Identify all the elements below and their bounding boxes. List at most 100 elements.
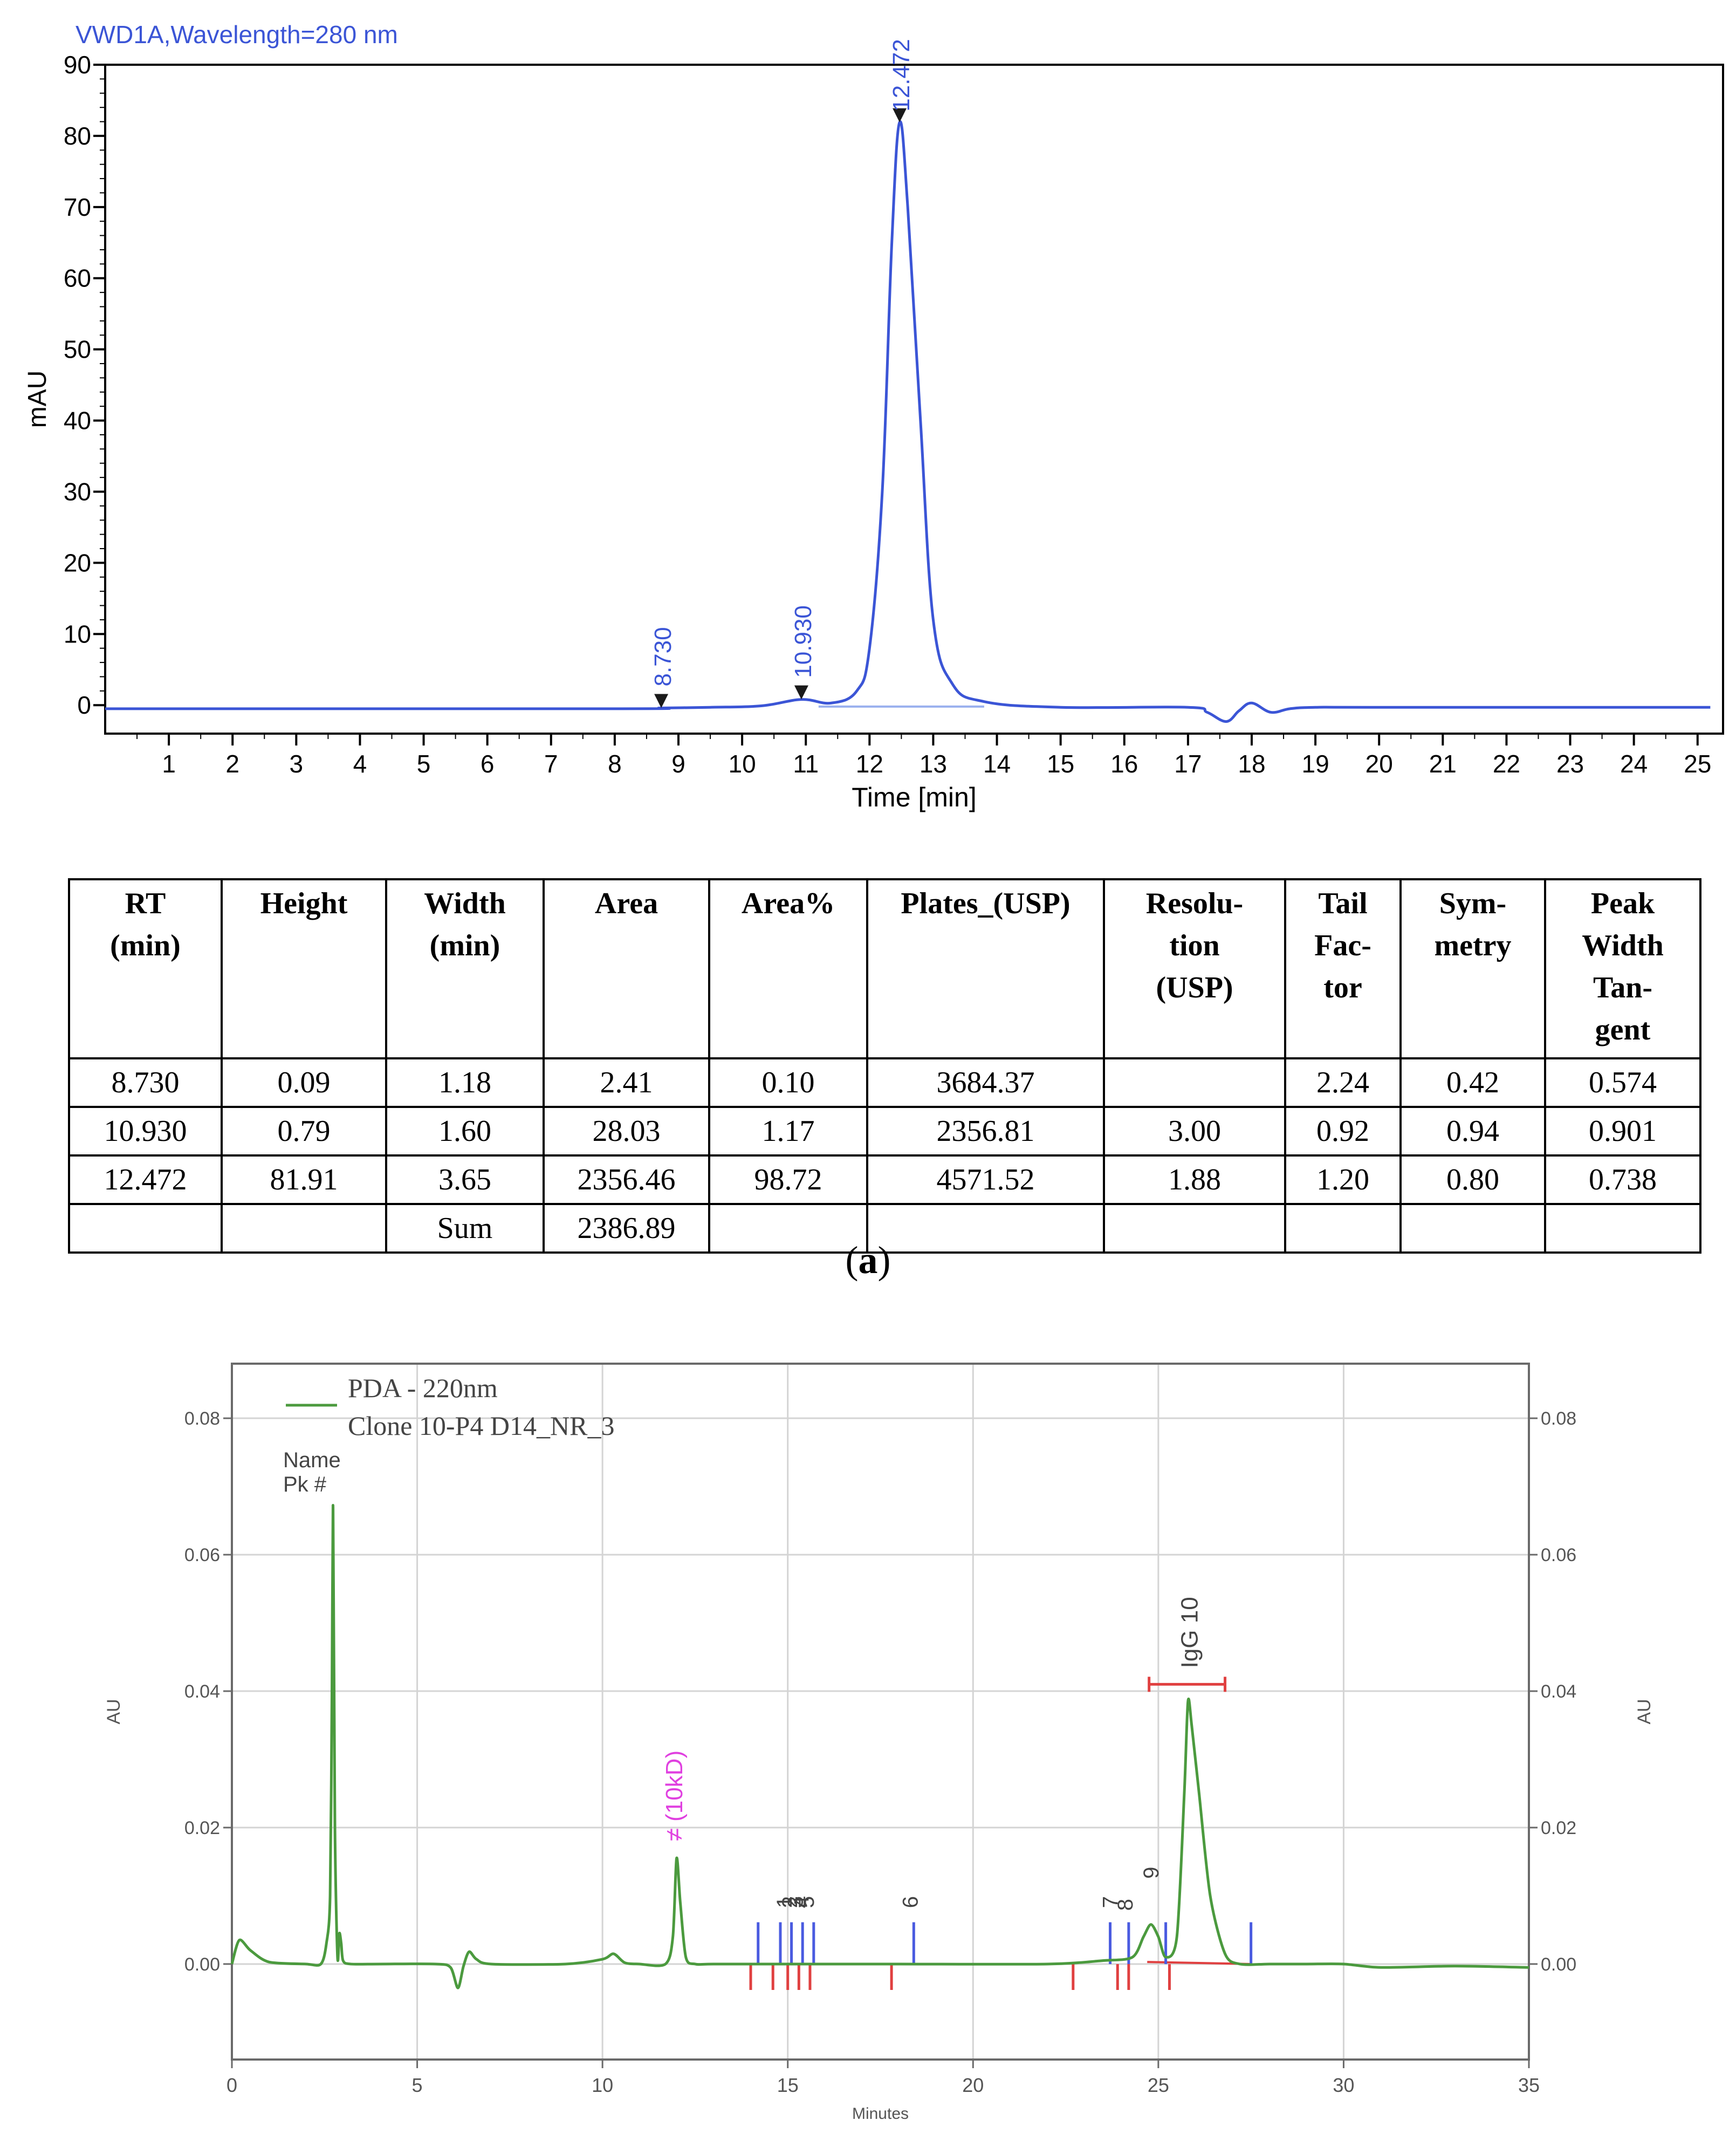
- x-tick-label: 18: [1238, 750, 1265, 778]
- table-cell: [1399, 1203, 1546, 1254]
- table-cell: 3.65: [385, 1154, 545, 1205]
- plot-frame: [231, 1363, 1530, 2061]
- table-cell: 2.41: [543, 1057, 710, 1108]
- table-header-text: Height: [260, 887, 348, 920]
- table-cell: 0.901: [1544, 1106, 1701, 1157]
- table-header-row: RT (min) Height Width (min) Area Area% Plates_(…: [68, 878, 1701, 1059]
- x-tick-label: 13: [920, 750, 947, 778]
- x-tick-label: 21: [1429, 750, 1457, 778]
- pk-number-label: 7: [1099, 1896, 1123, 1908]
- table-cell: [68, 1203, 223, 1254]
- x-tick-label: 14: [983, 750, 1011, 778]
- pk-number-label: 5: [795, 1896, 819, 1908]
- x-tick-label: 16: [1110, 750, 1138, 778]
- table-header-cell: Area: [543, 878, 710, 1059]
- x-tick-label: 10: [729, 750, 756, 778]
- pk-number-label: 9: [1140, 1867, 1163, 1879]
- legend-entry-name: PDA - 220nm: [348, 1373, 498, 1403]
- peak-label: 12.472: [888, 39, 915, 112]
- table-cell: 2356.46: [543, 1154, 710, 1205]
- y-tick-label-right: 0.08: [1541, 1408, 1576, 1429]
- magenta-peak-label: ≠ (10kD): [661, 1750, 688, 1841]
- table-header-text: Resolu-: [1145, 887, 1244, 920]
- table-cell: [221, 1203, 387, 1254]
- y-axis-label: mAU: [23, 371, 52, 428]
- table-header-text: Area%: [741, 887, 835, 920]
- table-header-text: Width: [424, 887, 506, 920]
- table-header-cell: Plates_(USP): [866, 878, 1105, 1059]
- chromatogram-a: VWD1A,Wavelength=280 nm 0 10 20 30 40 50 60 70 80…: [23, 20, 1724, 812]
- table-body: 8.730 0.09 1.18 2.41 0.10 3684.37 2.24 0.42 0.57…: [68, 1057, 1701, 1254]
- table-cell: 1.88: [1103, 1154, 1286, 1205]
- table-header-text: Tan-: [1593, 971, 1652, 1004]
- x-tick-label: 25: [1684, 750, 1711, 778]
- x-tick-label: 35: [1518, 2074, 1540, 2096]
- table-cell: 0.574: [1544, 1057, 1701, 1108]
- x-tick-label: 22: [1493, 750, 1520, 778]
- y-tick-label: 70: [64, 193, 91, 221]
- x-tick-label: 11: [793, 750, 819, 778]
- table-header-text: Plates_(USP): [901, 887, 1071, 920]
- table-cell: [1103, 1057, 1286, 1108]
- caption-a-letter: a: [858, 1239, 878, 1282]
- table-cell: 81.91: [221, 1154, 387, 1205]
- peak-label: 10.930: [790, 605, 816, 678]
- table-cell: 0.92: [1284, 1106, 1402, 1157]
- x-tick-label: 4: [353, 750, 367, 778]
- table-cell: 0.94: [1399, 1106, 1546, 1157]
- x-tick-label: 5: [412, 2074, 423, 2096]
- table-header-cell: RT (min): [68, 878, 223, 1059]
- pk-number-label: 8: [1114, 1899, 1137, 1911]
- table-cell: [1284, 1203, 1402, 1254]
- caption-a-open: (: [845, 1239, 859, 1282]
- pk-number-label: 6: [898, 1896, 922, 1908]
- plot-frame: [104, 64, 1724, 735]
- y-tick-label: 80: [64, 122, 91, 150]
- y-tick-label-right: 0.02: [1541, 1818, 1576, 1838]
- peak-label: 8.730: [650, 627, 676, 686]
- table-header-cell: Tail Fac-tor: [1284, 878, 1402, 1059]
- y-tick-label-right: 0.00: [1541, 1954, 1576, 1975]
- y-tick-label-right: 0.04: [1541, 1681, 1576, 1702]
- table-cell: Sum: [385, 1203, 545, 1254]
- table-header-text: gent: [1595, 1013, 1651, 1046]
- table-header-text: (min): [429, 929, 500, 962]
- table-header-text: Area: [594, 887, 658, 920]
- x-tick-label: 15: [1047, 750, 1074, 778]
- table-cell: [866, 1203, 1105, 1254]
- x-tick-label: 7: [544, 750, 558, 778]
- chromatogram-b: 0.00 0.00 0.02 0.02 0.04 0.04 0.06 0.06 0.08 0.08…: [104, 1363, 1655, 2123]
- table-row: 8.730 0.09 1.18 2.41 0.10 3684.37 2.24 0.42 0.57…: [68, 1057, 1701, 1108]
- table-cell: 2.24: [1284, 1057, 1402, 1108]
- table-row: Sum 2386.89: [68, 1203, 1701, 1254]
- y-tick-label-left: 0.04: [184, 1681, 220, 1702]
- x-tick-label: 25: [1148, 2074, 1169, 2096]
- y-axis-label-left: AU: [104, 1699, 124, 1724]
- y-tick-label: 0: [77, 691, 91, 719]
- table-header-cell: Height: [221, 878, 387, 1059]
- x-tick-label: 24: [1620, 750, 1648, 778]
- table-cell: [1103, 1203, 1286, 1254]
- x-tick-label: 20: [962, 2074, 984, 2096]
- table-header-text: RT: [125, 887, 166, 920]
- y-tick-label-left: 0.08: [184, 1408, 220, 1429]
- table-header-text: Sym-: [1439, 887, 1507, 920]
- table-cell: 1.18: [385, 1057, 545, 1108]
- x-tick-label: 2: [225, 750, 239, 778]
- table-header-text: metry: [1434, 929, 1512, 962]
- table-cell: 28.03: [543, 1106, 710, 1157]
- table-cell: 8.730: [68, 1057, 223, 1108]
- table-header-text: Tail: [1318, 887, 1368, 920]
- igg-peak-label: IgG 10: [1176, 1597, 1203, 1668]
- x-tick-label: 15: [777, 2074, 799, 2096]
- table-header-text: (USP): [1156, 971, 1233, 1004]
- table-cell: 3684.37: [866, 1057, 1105, 1108]
- table-header-text: Peak: [1590, 887, 1655, 920]
- table-cell: 1.17: [708, 1106, 868, 1157]
- peak-marker: [794, 685, 808, 700]
- y-tick-label: 20: [64, 549, 91, 577]
- table-cell: 0.42: [1399, 1057, 1546, 1108]
- x-tick-label: 12: [856, 750, 883, 778]
- y-tick-label-left: 0.00: [184, 1954, 220, 1975]
